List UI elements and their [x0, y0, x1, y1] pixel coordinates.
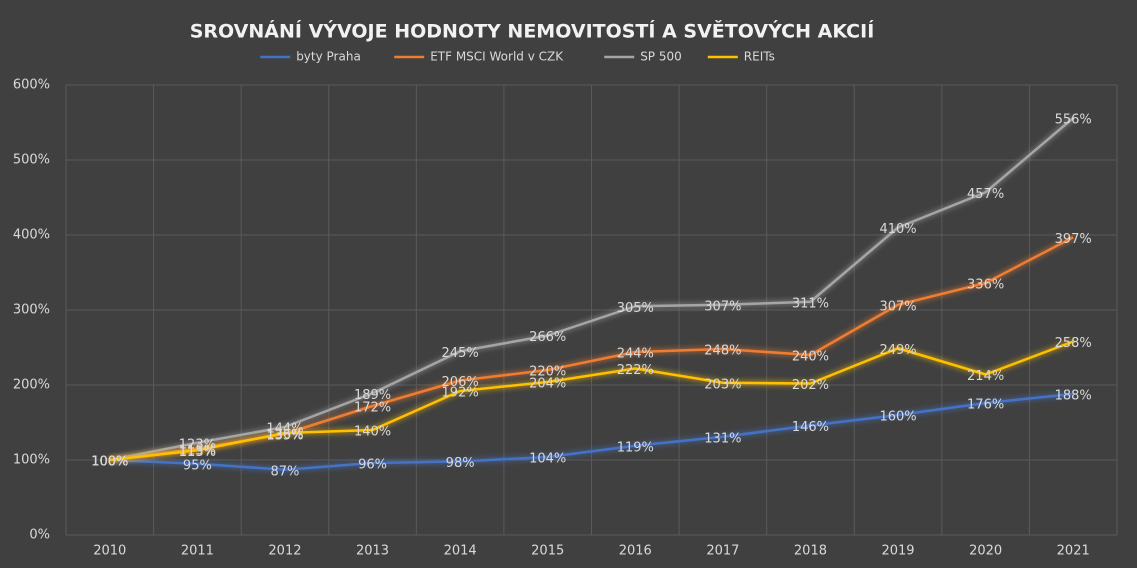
data-label: 100% — [91, 455, 128, 470]
x-tick-label: 2016 — [619, 544, 652, 559]
data-label: 113% — [179, 445, 216, 460]
data-label: 144% — [266, 422, 303, 437]
data-label: 96% — [358, 458, 387, 473]
data-label: 172% — [354, 401, 391, 416]
data-label: 307% — [704, 299, 741, 314]
data-label: 131% — [704, 431, 741, 446]
data-label: 189% — [354, 388, 391, 403]
legend-label: SP 500 — [640, 50, 682, 64]
data-label: 188% — [1055, 389, 1092, 404]
x-tick-label: 2013 — [356, 544, 389, 559]
data-label: 160% — [879, 410, 916, 425]
x-tick-label: 2011 — [181, 544, 214, 559]
x-tick-label: 2019 — [881, 544, 914, 559]
data-label: 98% — [446, 456, 475, 471]
legend-label: byty Praha — [296, 50, 361, 64]
legend-label: REITs — [744, 50, 775, 64]
x-tick-label: 2020 — [969, 544, 1002, 559]
data-label: 214% — [967, 369, 1004, 384]
data-label: 100% — [91, 455, 128, 470]
y-tick-label: 400% — [13, 228, 50, 243]
data-label: 307% — [879, 299, 916, 314]
data-label: 220% — [529, 365, 566, 380]
data-label: 136% — [266, 428, 303, 443]
data-label: 95% — [183, 458, 212, 473]
data-label: 203% — [704, 377, 741, 392]
y-tick-label: 100% — [13, 453, 50, 468]
series-line — [109, 117, 1075, 462]
data-label: 222% — [617, 363, 654, 378]
data-label: 176% — [967, 398, 1004, 413]
series-line — [109, 392, 1074, 471]
data-label: 240% — [792, 350, 829, 365]
x-tick-label: 2017 — [706, 544, 739, 559]
y-tick-label: 0% — [29, 528, 50, 543]
data-label: 206% — [442, 375, 479, 390]
data-label: 192% — [442, 386, 479, 401]
data-label: 410% — [879, 222, 916, 237]
data-label: 202% — [792, 378, 829, 393]
y-tick-label: 600% — [13, 78, 50, 93]
y-tick-label: 300% — [13, 303, 50, 318]
data-label: 311% — [792, 296, 829, 311]
data-label: 123% — [179, 437, 216, 452]
x-tick-label: 2012 — [268, 544, 301, 559]
data-label: 135% — [266, 428, 303, 443]
data-label: 104% — [529, 452, 566, 467]
y-tick-label: 200% — [13, 378, 50, 393]
data-label: 556% — [1055, 113, 1092, 128]
data-label: 204% — [529, 377, 566, 392]
data-label: 140% — [354, 425, 391, 440]
data-label: 258% — [1055, 336, 1092, 351]
data-label: 146% — [792, 420, 829, 435]
data-label: 87% — [271, 464, 300, 479]
data-label: 100% — [91, 455, 128, 470]
data-label: 244% — [617, 347, 654, 362]
data-label: 305% — [617, 301, 654, 316]
data-label: 397% — [1055, 232, 1092, 247]
data-label: 457% — [967, 187, 1004, 202]
legend-label: ETF MSCI World v CZK — [430, 50, 564, 64]
chart-title: SROVNÁNÍ VÝVOJE HODNOTY NEMOVITOSTÍ A SV… — [190, 19, 875, 43]
data-label: 336% — [967, 278, 1004, 293]
x-tick-label: 2021 — [1057, 544, 1090, 559]
y-tick-label: 500% — [13, 153, 50, 168]
data-label: 245% — [442, 346, 479, 361]
x-tick-label: 2015 — [531, 544, 564, 559]
x-tick-label: 2014 — [444, 544, 477, 559]
x-tick-label: 2010 — [93, 544, 126, 559]
data-label: 115% — [179, 443, 216, 458]
x-tick-label: 2018 — [794, 544, 827, 559]
data-label: 248% — [704, 344, 741, 359]
data-label: 119% — [617, 440, 654, 455]
data-label: 249% — [879, 343, 916, 358]
data-label: 266% — [529, 330, 566, 345]
series-line — [109, 340, 1074, 462]
data-label: 100% — [91, 455, 128, 470]
